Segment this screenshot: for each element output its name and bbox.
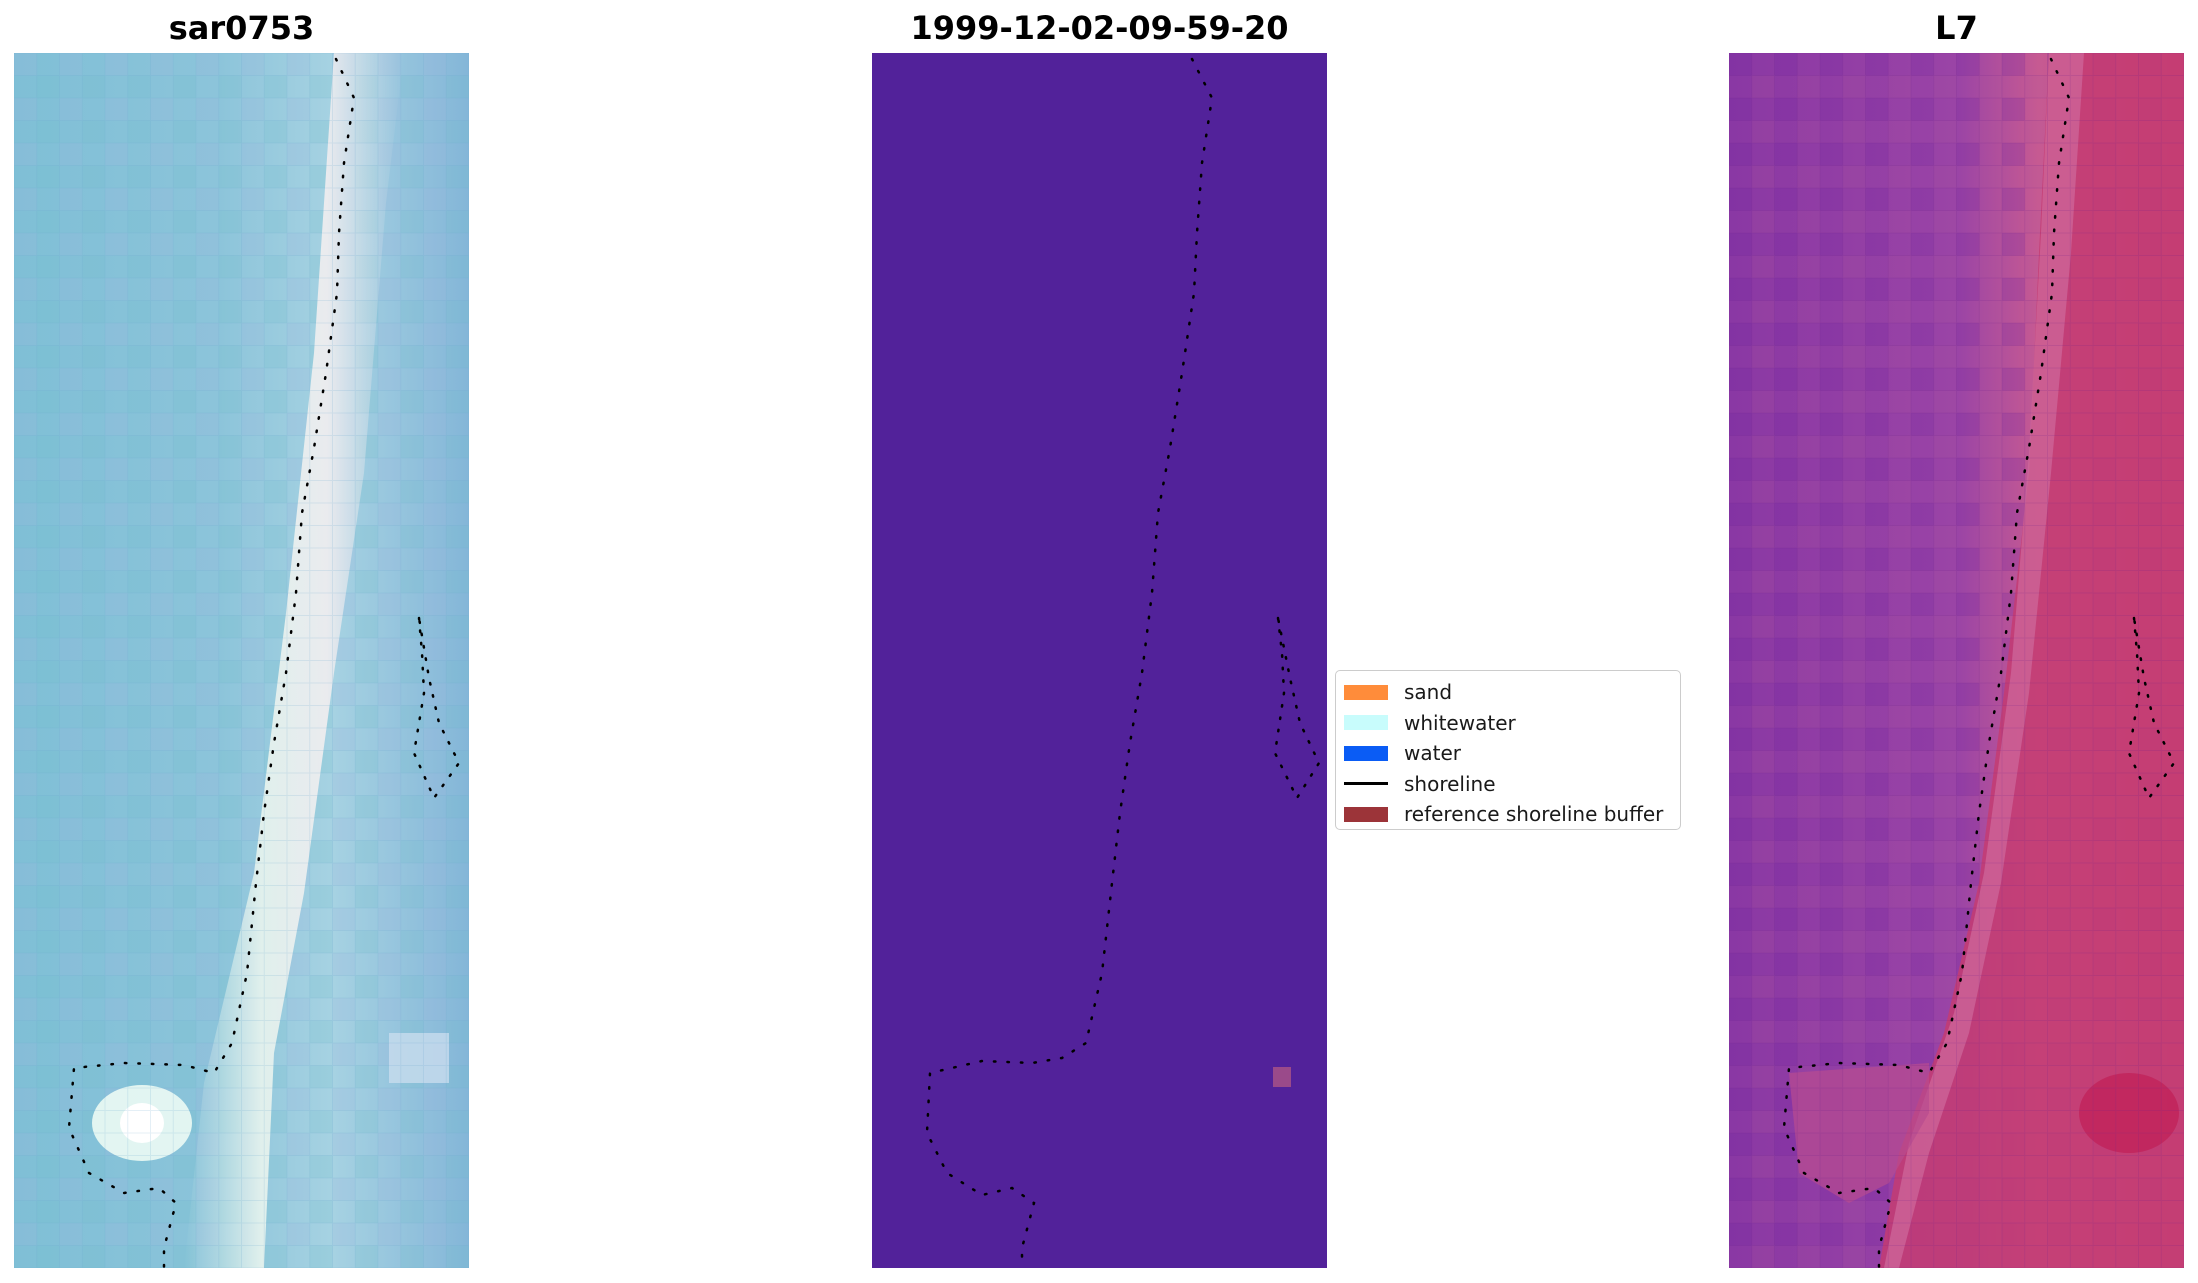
legend-label-whitewater: whitewater (1404, 710, 1516, 735)
legend-item-water: water (1344, 738, 1672, 769)
legend-item-whitewater: whitewater (1344, 708, 1672, 739)
legend-item-shoreline: shoreline (1344, 769, 1672, 800)
classified-image (872, 53, 1327, 1268)
legend-label-water: water (1404, 741, 1461, 766)
legend-swatch-whitewater (1344, 715, 1388, 731)
classified-pixel-patch (1273, 1067, 1291, 1087)
classified-background (872, 53, 1327, 1268)
legend-swatch-water (1344, 745, 1388, 761)
legend-swatch-sand (1344, 684, 1388, 700)
satellite-image-sar0753 (14, 53, 469, 1268)
legend-label-reference-buffer: reference shoreline buffer (1404, 802, 1664, 827)
panel-title-date: 1999-12-02-09-59-20 (910, 9, 1289, 47)
l7-image-canvas (1729, 53, 2184, 1268)
legend-item-reference-buffer: reference shoreline buffer (1344, 799, 1672, 830)
legend-label-shoreline: shoreline (1404, 771, 1496, 796)
classified-image-canvas (872, 53, 1327, 1268)
legend-item-sand: sand (1344, 677, 1672, 708)
legend-line-shoreline (1344, 782, 1388, 786)
satellite-image-canvas (14, 53, 469, 1268)
legend-swatch-reference-buffer (1344, 806, 1388, 822)
legend-label-sand: sand (1404, 680, 1453, 705)
panel-title-l7: L7 (1935, 9, 1978, 47)
legend: sand whitewater water shoreline referenc… (1335, 670, 1681, 830)
satellite-image-l7 (1729, 53, 2184, 1268)
panel-title-sar0753: sar0753 (168, 9, 315, 47)
